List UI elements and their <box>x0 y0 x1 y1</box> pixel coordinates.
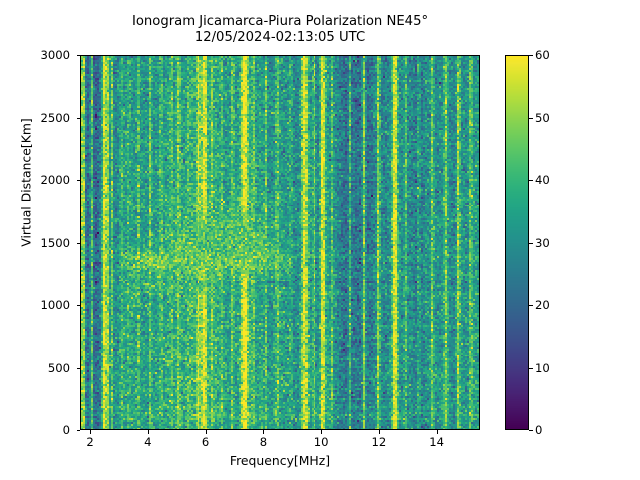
x-tick-mark <box>436 430 438 434</box>
colorbar-tick-label: 30 <box>535 235 550 250</box>
colorbar-tick-label: 20 <box>535 298 550 312</box>
colorbar-tick-mark <box>529 305 533 306</box>
y-tick-mark <box>76 180 80 181</box>
y-tick-mark <box>76 430 80 431</box>
y-tick-label: 500 <box>47 360 70 375</box>
ionogram-axes <box>80 55 480 430</box>
y-tick-label: 0 <box>62 423 70 437</box>
x-tick-mark <box>263 430 265 434</box>
y-tick-label: 3000 <box>40 48 70 62</box>
colorbar-tick-label: 60 <box>535 48 550 62</box>
x-tick-mark <box>321 430 323 434</box>
ionogram-heatmap <box>81 56 479 429</box>
colorbar-gradient <box>505 55 529 430</box>
y-tick-mark <box>76 305 80 306</box>
x-tick-label: 10 <box>313 435 329 449</box>
title-line-1: Ionogram Jicamarca-Piura Polarization NE… <box>131 14 429 29</box>
y-tick-mark <box>76 242 80 244</box>
figure-title: Ionogram Jicamarca-Piura Polarization NE… <box>0 14 560 46</box>
colorbar-tick-label: 0 <box>535 423 543 437</box>
colorbar-tick-mark <box>529 242 533 244</box>
x-tick-mark <box>205 430 207 434</box>
colorbar-tick-label: 50 <box>535 110 550 125</box>
colorbar-tick-label: 40 <box>535 173 550 187</box>
y-tick-label: 1500 <box>40 235 70 250</box>
y-tick-mark <box>76 367 80 369</box>
title-line-2: 12/05/2024-02:13:05 UTC <box>194 30 366 46</box>
y-tick-label: 1000 <box>40 298 70 312</box>
x-tick-label: 2 <box>86 435 94 449</box>
colorbar-tick-mark <box>529 180 533 181</box>
x-tick-label: 14 <box>429 435 445 449</box>
x-axis-label: Frequency[MHz] <box>229 453 331 468</box>
x-tick-label: 6 <box>201 435 210 449</box>
x-tick-label: 12 <box>371 435 387 449</box>
y-tick-mark <box>76 55 80 56</box>
colorbar-tick-label: 10 <box>535 360 550 375</box>
colorbar-tick-mark <box>529 117 533 119</box>
x-tick-label: 8 <box>259 435 268 449</box>
x-tick-mark <box>378 430 380 434</box>
colorbar-tick-mark <box>529 430 533 431</box>
colorbar-tick-mark <box>529 367 533 369</box>
colorbar-container <box>505 55 529 430</box>
y-tick-label: 2000 <box>40 173 70 187</box>
y-tick-mark <box>76 117 80 119</box>
colorbar-tick-mark <box>529 55 533 56</box>
x-tick-label: 4 <box>144 435 152 449</box>
y-axis-label: Virtual Distance[Km] <box>18 118 34 247</box>
x-tick-mark <box>147 430 149 434</box>
x-tick-mark <box>90 430 92 434</box>
y-tick-label: 2500 <box>40 110 70 125</box>
